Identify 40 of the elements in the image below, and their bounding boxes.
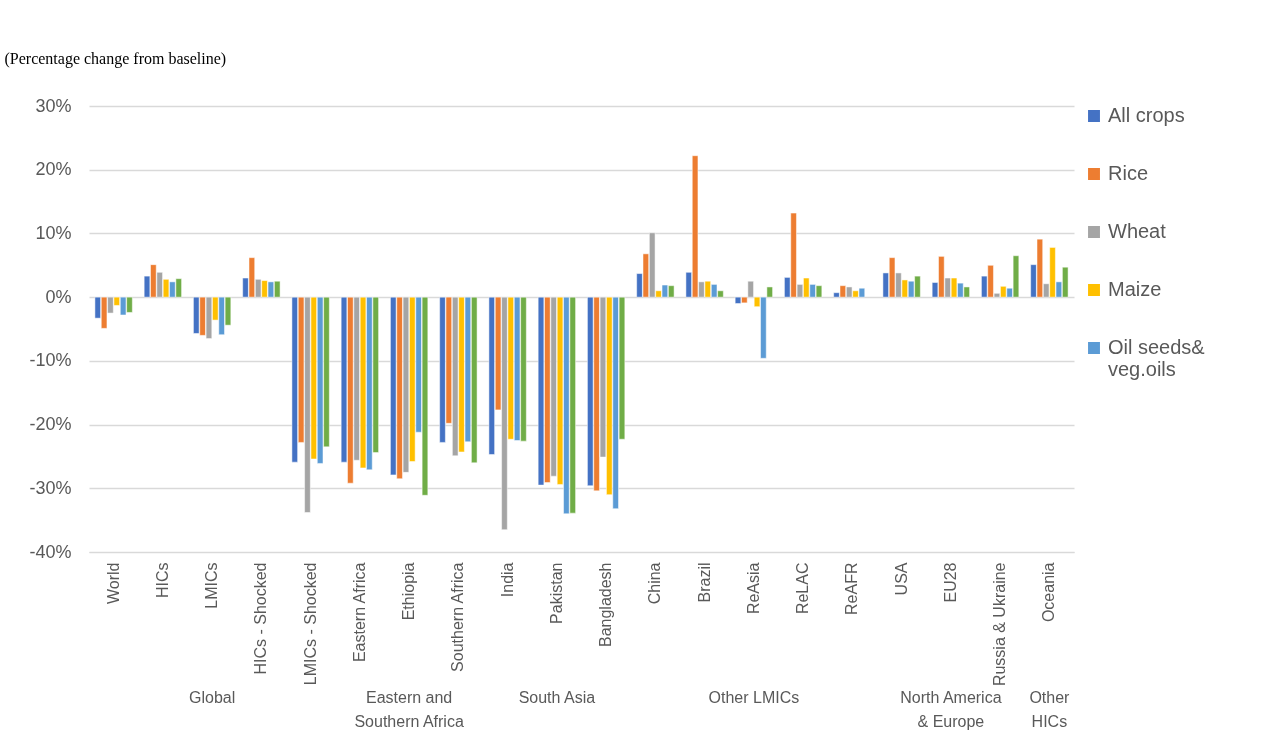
x-tick-label: Brazil xyxy=(695,562,713,603)
y-tick-label: 20% xyxy=(35,159,72,180)
x-tick-label: Bangladesh xyxy=(597,562,615,648)
legend-label: Wheat xyxy=(1108,220,1167,242)
text: Eastern and Southern Africa xyxy=(354,689,464,730)
x-tick-label: ReLAC xyxy=(794,562,812,615)
x-tick-label: Russia & Ukraine xyxy=(991,562,1009,687)
x-tick-label: EU28 xyxy=(941,562,959,603)
text: North America & Europe xyxy=(900,689,1002,730)
y-tick-label: 0% xyxy=(45,286,72,307)
text: Global xyxy=(189,689,236,706)
legend-label: Oil seeds& veg.oils xyxy=(1108,336,1206,380)
x-tick-label: Eastern Africa xyxy=(350,562,368,663)
legend-label: Maize xyxy=(1108,278,1162,300)
x-tick-label: LMICs xyxy=(203,562,221,609)
y-tick-label: 10% xyxy=(35,222,72,243)
x-tick-label: Pakistan xyxy=(547,562,565,624)
x-tick-label: Oceania xyxy=(1040,562,1058,623)
text: South Asia xyxy=(518,689,596,706)
x-tick-label: USA xyxy=(892,562,910,596)
x-tick-label: ReAsia xyxy=(744,562,762,615)
legend-label: Rice xyxy=(1108,162,1149,184)
y-tick-label: -40% xyxy=(29,541,72,562)
y-tick-label: 30% xyxy=(35,95,72,116)
text: Other HICs xyxy=(1029,689,1071,730)
x-tick-label: ReAFR xyxy=(843,562,861,615)
y-tick-label: -20% xyxy=(29,414,72,435)
text: Other LMICs xyxy=(708,689,800,706)
legend-label: All crops xyxy=(1108,104,1185,126)
y-tick-label: -30% xyxy=(29,477,72,498)
x-tick-label: LMICs - Shocked xyxy=(301,562,319,686)
x-tick-label: India xyxy=(498,562,516,598)
y-tick-label: -10% xyxy=(29,350,72,371)
x-tick-label: HICs - Shocked xyxy=(252,562,270,675)
x-tick-label: HICs xyxy=(153,562,171,599)
x-tick-label: Southern Africa xyxy=(449,562,467,672)
x-tick-label: China xyxy=(646,562,664,605)
y-axis-title: (Percentage change from baseline) xyxy=(4,49,227,68)
x-tick-label: World xyxy=(104,562,122,604)
x-tick-label: Ethiopia xyxy=(400,562,418,621)
